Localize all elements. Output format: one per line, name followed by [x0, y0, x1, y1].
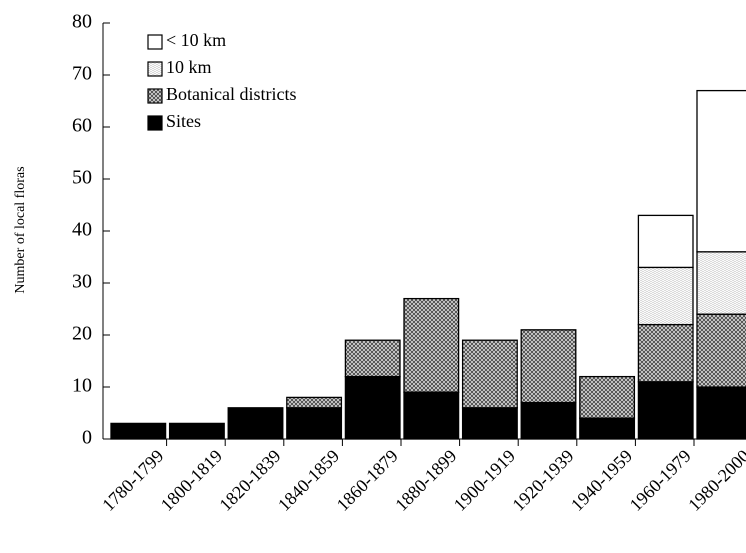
y-tick-label: 70	[72, 63, 92, 85]
bar-segment	[520, 329, 577, 404]
legend-label: Sites	[166, 111, 201, 131]
bar-segment	[344, 339, 401, 378]
legend-swatch	[147, 34, 163, 50]
bar-segment	[403, 391, 460, 440]
x-tick-label: 1920-1939	[508, 446, 577, 515]
x-tick-label: 1820-1839	[215, 446, 284, 515]
bar-segment	[696, 386, 746, 440]
y-tick-label: 20	[72, 323, 92, 345]
legend-label: Botanical districts	[166, 84, 296, 104]
legend-swatch	[147, 61, 163, 77]
bar-segment	[286, 396, 343, 409]
y-tick-label: 60	[72, 115, 92, 137]
bar-segment	[579, 375, 636, 419]
y-tick-label: 0	[82, 427, 92, 449]
bar-segment	[696, 89, 746, 253]
bar-segment	[637, 266, 694, 326]
bar-segment	[110, 422, 167, 440]
x-tick-label: 1960-1979	[626, 446, 695, 515]
legend-label: < 10 km	[166, 30, 226, 50]
x-tick-label: 1800-1819	[157, 446, 226, 515]
x-tick-label: 1860-1879	[333, 446, 402, 515]
y-tick-label: 50	[72, 167, 92, 189]
x-tick-label: 1880-1899	[391, 446, 460, 515]
bar-segment	[637, 381, 694, 440]
bar-segment	[696, 313, 746, 388]
x-tick-label: 1980-2000	[684, 446, 746, 515]
bar-segment	[461, 339, 518, 409]
y-tick-label: 80	[72, 11, 92, 33]
bar-segment	[168, 422, 225, 440]
legend-swatch	[147, 88, 163, 104]
y-tick-label: 40	[72, 219, 92, 241]
x-tick-label: 1940-1959	[567, 446, 636, 515]
bar-segment	[637, 214, 694, 269]
legend-label: 10 km	[166, 57, 212, 77]
bar-segment	[696, 251, 746, 315]
x-tick-label: 1780-1799	[98, 446, 167, 515]
bar-segment	[227, 407, 284, 440]
y-tick-label: 10	[72, 375, 92, 397]
legend-swatch	[147, 115, 163, 131]
bar-segment	[637, 323, 694, 383]
bar-segment	[403, 297, 460, 393]
bar-segment	[579, 417, 636, 440]
y-axis-label: Number of local floras	[13, 166, 28, 293]
x-tick-label: 1900-1919	[450, 446, 519, 515]
x-tick-label: 1840-1859	[274, 446, 343, 515]
bar-segment	[461, 407, 518, 440]
y-tick-label: 30	[72, 271, 92, 293]
bar-segment	[520, 401, 577, 440]
bar-segment	[344, 375, 401, 440]
bar-segment	[286, 407, 343, 440]
